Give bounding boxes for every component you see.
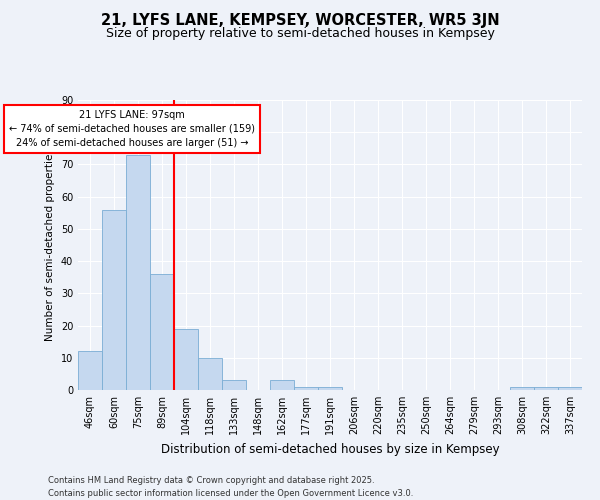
Bar: [174, 329, 198, 390]
Bar: [126, 155, 150, 390]
X-axis label: Distribution of semi-detached houses by size in Kempsey: Distribution of semi-detached houses by …: [161, 442, 499, 456]
Bar: [318, 387, 342, 390]
Bar: [78, 352, 102, 390]
Bar: [558, 387, 582, 390]
Bar: [150, 274, 174, 390]
Bar: [294, 387, 318, 390]
Y-axis label: Number of semi-detached properties: Number of semi-detached properties: [45, 148, 55, 342]
Bar: [534, 387, 558, 390]
Bar: [198, 358, 222, 390]
Bar: [510, 387, 534, 390]
Text: 21, LYFS LANE, KEMPSEY, WORCESTER, WR5 3JN: 21, LYFS LANE, KEMPSEY, WORCESTER, WR5 3…: [101, 12, 499, 28]
Bar: [270, 380, 294, 390]
Text: 21 LYFS LANE: 97sqm
← 74% of semi-detached houses are smaller (159)
24% of semi-: 21 LYFS LANE: 97sqm ← 74% of semi-detach…: [9, 110, 255, 148]
Bar: [222, 380, 246, 390]
Text: Contains HM Land Registry data © Crown copyright and database right 2025.
Contai: Contains HM Land Registry data © Crown c…: [48, 476, 413, 498]
Text: Size of property relative to semi-detached houses in Kempsey: Size of property relative to semi-detach…: [106, 28, 494, 40]
Bar: [102, 210, 126, 390]
